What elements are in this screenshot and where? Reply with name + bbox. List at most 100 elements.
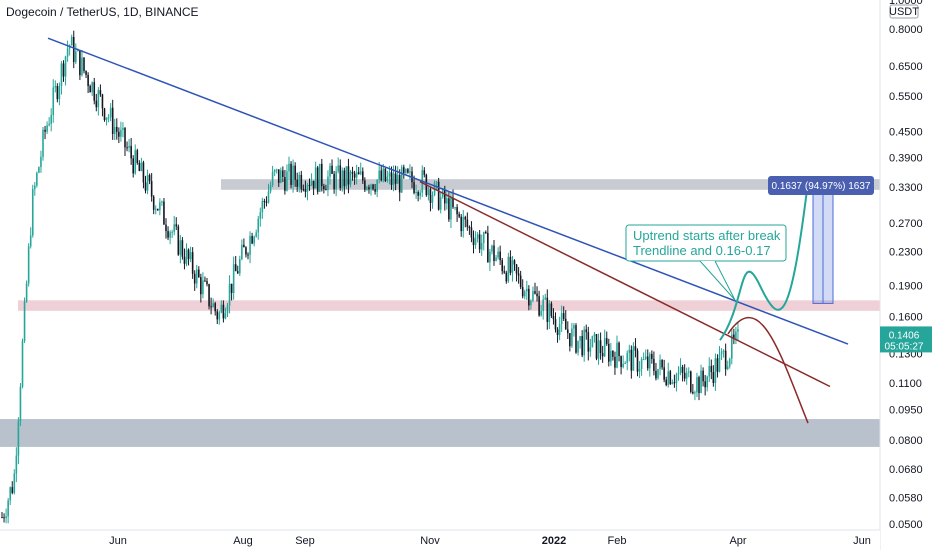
candle-body bbox=[230, 283, 233, 293]
candle-body bbox=[390, 172, 393, 185]
candle-body bbox=[228, 283, 231, 306]
candle-body bbox=[263, 200, 266, 202]
candle-body bbox=[341, 170, 344, 189]
candle-body bbox=[478, 234, 481, 250]
candle-body bbox=[19, 386, 22, 422]
candle-body bbox=[253, 236, 255, 244]
candle-body bbox=[236, 271, 239, 274]
candle-body bbox=[515, 264, 518, 274]
candle-body bbox=[337, 165, 339, 172]
candle-body bbox=[220, 304, 223, 313]
candle-body bbox=[716, 358, 719, 372]
candle-body bbox=[618, 342, 620, 357]
candle-body bbox=[560, 313, 563, 325]
candle-body bbox=[3, 517, 5, 519]
candle-body bbox=[165, 224, 167, 232]
candle-body bbox=[339, 165, 342, 189]
candle-body bbox=[644, 356, 647, 359]
candle-body bbox=[694, 392, 696, 394]
candle-body bbox=[150, 181, 153, 197]
candle-body bbox=[636, 350, 639, 372]
candle-body bbox=[603, 338, 606, 357]
candle-body bbox=[661, 359, 663, 368]
candle-body bbox=[185, 249, 188, 264]
candle-body bbox=[154, 208, 157, 210]
candle-body bbox=[431, 194, 434, 203]
candle-body bbox=[382, 168, 385, 181]
candle-body bbox=[312, 180, 315, 189]
candle-body bbox=[251, 235, 253, 244]
candle-body bbox=[294, 165, 296, 180]
candle-body bbox=[99, 90, 102, 95]
price-tick: 0.2700 bbox=[889, 218, 923, 230]
projection-down-path bbox=[727, 317, 809, 424]
candle-body bbox=[128, 145, 130, 148]
candle-body bbox=[501, 260, 503, 272]
candle-body bbox=[54, 86, 57, 88]
candle-body bbox=[95, 100, 98, 108]
candle-body bbox=[81, 57, 83, 76]
candle-body bbox=[136, 150, 139, 163]
candle-body bbox=[243, 244, 245, 248]
candle-body bbox=[29, 235, 32, 247]
currency-label: USDT bbox=[889, 6, 919, 18]
candle-body bbox=[413, 182, 415, 193]
time-tick: Aug bbox=[233, 535, 253, 547]
candle-body bbox=[720, 351, 723, 355]
candle-body bbox=[27, 246, 30, 284]
candle-body bbox=[321, 163, 323, 187]
candle-body bbox=[347, 166, 350, 185]
candle-body bbox=[628, 349, 631, 353]
candle-body bbox=[359, 171, 362, 175]
candle-body bbox=[152, 196, 155, 210]
price-tick: 0.3900 bbox=[889, 152, 923, 164]
candle-body bbox=[126, 147, 128, 149]
labels-layer: 0.1637 (94.97%) 1637 Uptrend starts after… bbox=[625, 176, 874, 301]
annotation-line-0: Uptrend starts after break bbox=[633, 228, 781, 243]
candle-body bbox=[536, 293, 538, 297]
candle-body bbox=[271, 172, 274, 186]
candle-body bbox=[612, 350, 614, 357]
candle-body bbox=[419, 192, 421, 196]
candle-body bbox=[579, 336, 581, 341]
candle-body bbox=[728, 358, 731, 367]
candle-body bbox=[403, 167, 405, 173]
candle-body bbox=[46, 125, 48, 132]
candle-body bbox=[589, 347, 592, 352]
candle-body bbox=[286, 171, 288, 191]
candle-body bbox=[692, 391, 694, 394]
candle-body bbox=[405, 169, 407, 173]
candle-body bbox=[632, 346, 635, 371]
candle-body bbox=[216, 311, 219, 320]
candle-body bbox=[333, 173, 335, 190]
candle-body bbox=[649, 354, 651, 369]
candle-body bbox=[36, 172, 38, 186]
candle-body bbox=[171, 231, 173, 233]
candle-body bbox=[175, 224, 178, 227]
candle-body bbox=[302, 189, 305, 191]
candle-body bbox=[593, 334, 596, 336]
candle-body bbox=[265, 201, 268, 203]
candle-body bbox=[372, 184, 374, 190]
candle-body bbox=[23, 301, 26, 342]
candle-body bbox=[585, 329, 588, 333]
candle-body bbox=[610, 350, 612, 362]
candle-body bbox=[392, 173, 395, 185]
candle-body bbox=[540, 311, 542, 316]
candle-body bbox=[239, 259, 241, 274]
candle-body bbox=[396, 174, 399, 184]
candle-body bbox=[261, 200, 264, 213]
candle-body bbox=[450, 197, 452, 220]
candle-body bbox=[704, 381, 706, 388]
candle-body bbox=[491, 245, 493, 252]
candle-body bbox=[234, 264, 237, 272]
time-axis[interactable]: Jun Aug Sep Nov 2022 Feb Apr Jun bbox=[0, 529, 880, 550]
candle-body bbox=[384, 168, 387, 181]
price-tick: 0.8000 bbox=[889, 24, 923, 36]
zone-resistance bbox=[221, 179, 880, 190]
candle-body bbox=[142, 162, 145, 183]
candle-body bbox=[685, 372, 688, 379]
